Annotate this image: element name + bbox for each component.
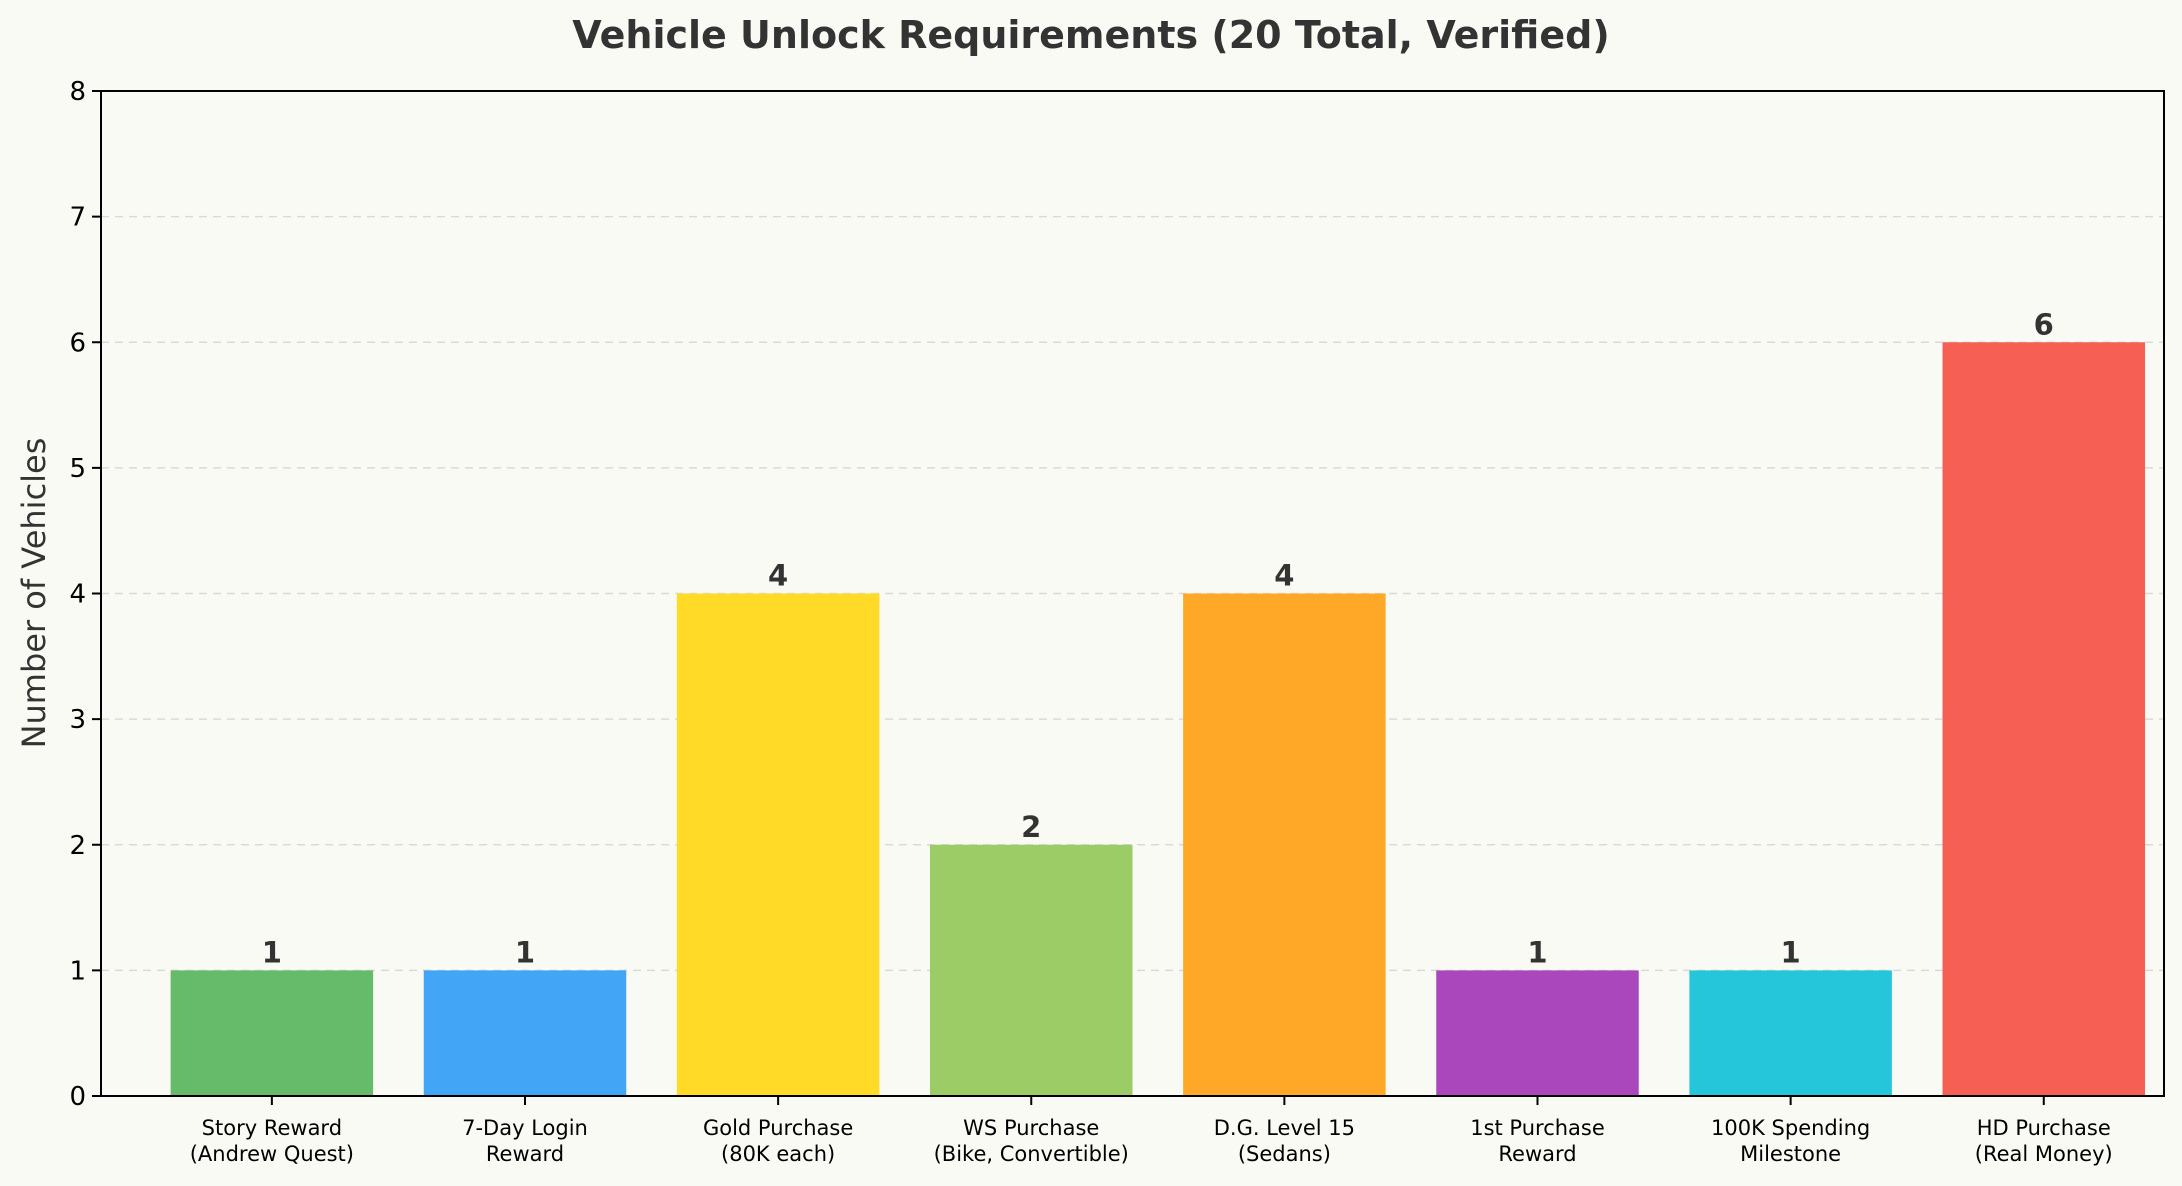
x-tick-label-line: (Sedans) <box>1238 1142 1331 1166</box>
bar-value-label: 2 <box>1021 810 1041 844</box>
x-tick-label: Gold Purchase (80K each) <box>703 1116 853 1166</box>
bar <box>1436 970 1639 1096</box>
x-tick-label-line: 7-Day Login <box>462 1116 588 1140</box>
x-tick-label-line: (80K each) <box>721 1142 835 1166</box>
x-tick-label-line: HD Purchase <box>1977 1116 2111 1140</box>
x-tick-label-line: 1st Purchase <box>1470 1116 1605 1140</box>
x-tick-label: 100K Spending Milestone <box>1711 1116 1870 1166</box>
x-tick-label: 7-Day Login Reward <box>462 1116 588 1166</box>
x-axis: Story Reward (Andrew Quest)7-Day Login Rew… <box>190 1096 2113 1166</box>
y-tick-label: 2 <box>69 831 86 861</box>
x-tick-label: Story Reward (Andrew Quest) <box>190 1116 354 1166</box>
bar-value-label: 1 <box>1781 935 1801 969</box>
x-tick-label-line: Story Reward <box>202 1116 342 1140</box>
x-tick-label-line: Reward <box>1498 1142 1576 1166</box>
bar <box>1942 342 2146 1096</box>
y-tick-label: 1 <box>69 956 86 986</box>
x-tick-label-line: Gold Purchase <box>703 1116 853 1140</box>
bars <box>170 342 2146 1096</box>
bar <box>929 844 1133 1096</box>
bar-value-label: 6 <box>2034 307 2054 341</box>
bar <box>1689 970 1892 1096</box>
bar-value-label: 1 <box>515 935 535 969</box>
x-tick-label-line: Reward <box>486 1142 564 1166</box>
x-tick-label-line: 100K Spending <box>1711 1116 1870 1140</box>
chart-title: Vehicle Unlock Requirements (20 Total, V… <box>572 13 1609 57</box>
bar <box>170 970 374 1096</box>
plot-frame <box>100 90 2165 1097</box>
x-tick-label-line: (Andrew Quest) <box>190 1142 354 1166</box>
x-tick-label-line: WS Purchase <box>963 1116 1099 1140</box>
y-tick-label: 4 <box>69 580 86 610</box>
x-tick-label: D.G. Level 15 (Sedans) <box>1214 1116 1355 1166</box>
bar-value-label: 1 <box>262 935 282 969</box>
y-tick-label: 3 <box>69 705 86 735</box>
value-labels: 1 1 4 2 4 1 1 6 <box>262 307 2054 969</box>
y-tick-label: 8 <box>69 77 86 107</box>
y-tick-label: 6 <box>69 328 86 358</box>
y-axis-label: Number of Vehicles <box>15 438 53 749</box>
x-tick-label-line: D.G. Level 15 <box>1214 1116 1355 1140</box>
bar <box>676 593 880 1096</box>
x-tick-label: WS Purchase (Bike, Convertible) <box>934 1116 1129 1166</box>
bar-value-label: 4 <box>768 559 788 593</box>
x-tick-label: 1st Purchase Reward <box>1470 1116 1605 1166</box>
bar <box>1183 593 1386 1096</box>
x-tick-label: HD Purchase (Real Money) <box>1975 1116 2113 1166</box>
x-tick-label-line: (Bike, Convertible) <box>934 1142 1129 1166</box>
bar-value-label: 4 <box>1274 559 1294 593</box>
bar <box>423 970 627 1096</box>
y-tick-label: 7 <box>69 203 86 233</box>
y-tick-label: 0 <box>69 1082 86 1112</box>
x-tick-label-line: (Real Money) <box>1975 1142 2113 1166</box>
y-axis: 0 1 2 3 4 5 6 7 8 <box>69 77 101 1112</box>
y-tick-label: 5 <box>69 454 86 484</box>
x-tick-label-line: Milestone <box>1740 1142 1841 1166</box>
bar-value-label: 1 <box>1527 935 1547 969</box>
